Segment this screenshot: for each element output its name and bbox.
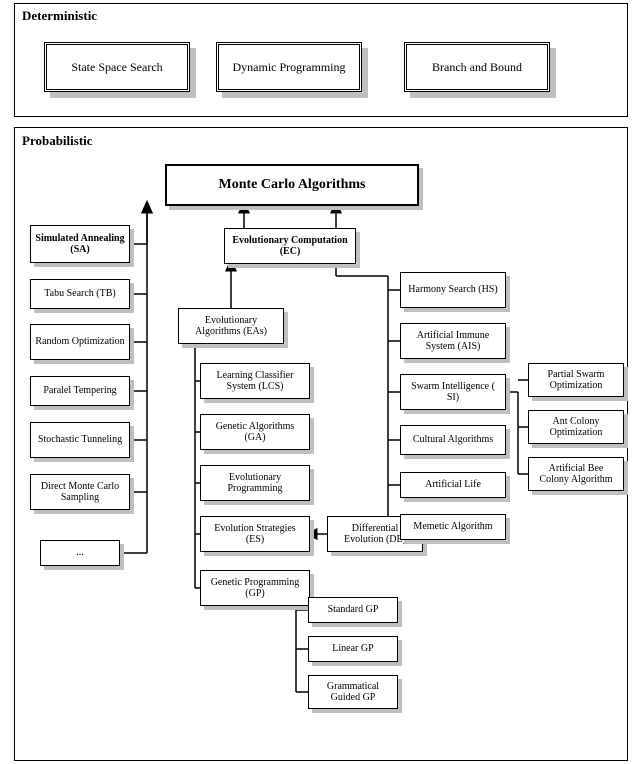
- memetic-label: Memetic Algorithm: [413, 521, 492, 533]
- state-space-search-label: State Space Search: [44, 42, 190, 92]
- abc-label: Artificial Bee Colony Algorithm: [533, 463, 619, 486]
- hs-label: Harmony Search (HS): [408, 284, 497, 296]
- rand-opt-label: Random Optimization: [35, 336, 124, 348]
- gram-gp: Grammatical Guided GP: [308, 675, 398, 709]
- gram-gp-label: Grammatical Guided GP: [313, 681, 393, 704]
- probabilistic-title-text: Probabilistic: [22, 133, 93, 148]
- abc: Artificial Bee Colony Algorithm: [528, 457, 624, 491]
- deterministic-title-text: Deterministic: [22, 8, 97, 23]
- ea-label: Evolutionary Algorithms (EAs): [183, 315, 279, 338]
- dmc-label: Direct Monte Carlo Sampling: [35, 481, 125, 504]
- alife-label: Artificial Life: [425, 479, 481, 491]
- si-label: Swarm Intelligence ( SI): [405, 381, 501, 404]
- lin-gp: Linear GP: [308, 636, 398, 662]
- monte-carlo-label: Monte Carlo Algorithms: [219, 177, 366, 193]
- pso: Partial Swarm Optimization: [528, 363, 624, 397]
- dots-label: ...: [76, 547, 84, 559]
- rand-opt: Random Optimization: [30, 324, 130, 360]
- es: Evolution Strategies (ES): [200, 516, 310, 552]
- dmc: Direct Monte Carlo Sampling: [30, 474, 130, 510]
- lin-gp-label: Linear GP: [332, 643, 373, 655]
- sa-label: Simulated Annealing (SA): [35, 233, 125, 256]
- dots: ...: [40, 540, 120, 566]
- branch-and-bound-label: Branch and Bound: [404, 42, 550, 92]
- branch-and-bound: Branch and Bound: [404, 42, 550, 92]
- stoch-tunnel: Stochastic Tunneling: [30, 422, 130, 458]
- aco: Ant Colony Optimization: [528, 410, 624, 444]
- std-gp: Standard GP: [308, 597, 398, 623]
- stoch-tunnel-label: Stochastic Tunneling: [38, 434, 122, 446]
- gp: Genetic Programming (GP): [200, 570, 310, 606]
- ep: Evolutionary Programming: [200, 465, 310, 501]
- ep-label: Evolutionary Programming: [205, 472, 305, 495]
- pso-label: Partial Swarm Optimization: [533, 369, 619, 392]
- ga: Genetic Algorithms (GA): [200, 414, 310, 450]
- std-gp-label: Standard GP: [328, 604, 379, 616]
- tb: Tabu Search (TB): [30, 279, 130, 309]
- dynamic-programming: Dynamic Programming: [216, 42, 362, 92]
- tb-label: Tabu Search (TB): [44, 288, 116, 300]
- memetic: Memetic Algorithm: [400, 514, 506, 540]
- ec-label: Evolutionary Computation (EC): [229, 235, 351, 258]
- ec: Evolutionary Computation (EC): [224, 228, 356, 264]
- lcs: Learning Classifier System (LCS): [200, 363, 310, 399]
- ga-label: Genetic Algorithms (GA): [205, 421, 305, 444]
- probabilistic-title: Probabilistic: [22, 133, 93, 149]
- lcs-label: Learning Classifier System (LCS): [205, 370, 305, 393]
- state-space-search: State Space Search: [44, 42, 190, 92]
- aco-label: Ant Colony Optimization: [533, 416, 619, 439]
- gp-label: Genetic Programming (GP): [205, 577, 305, 600]
- si: Swarm Intelligence ( SI): [400, 374, 506, 410]
- cultural-label: Cultural Algorithms: [413, 434, 493, 446]
- ea: Evolutionary Algorithms (EAs): [178, 308, 284, 344]
- alife: Artificial Life: [400, 472, 506, 498]
- monte-carlo: Monte Carlo Algorithms: [165, 164, 419, 206]
- es-label: Evolution Strategies (ES): [205, 523, 305, 546]
- ais-label: Artificial Immune System (AIS): [405, 330, 501, 353]
- paralel-tempering: Paralel Tempering: [30, 376, 130, 406]
- sa: Simulated Annealing (SA): [30, 225, 130, 263]
- paralel-tempering-label: Paralel Tempering: [43, 385, 116, 397]
- cultural: Cultural Algorithms: [400, 425, 506, 455]
- ais: Artificial Immune System (AIS): [400, 323, 506, 359]
- deterministic-title: Deterministic: [22, 8, 97, 24]
- dynamic-programming-label: Dynamic Programming: [216, 42, 362, 92]
- hs: Harmony Search (HS): [400, 272, 506, 308]
